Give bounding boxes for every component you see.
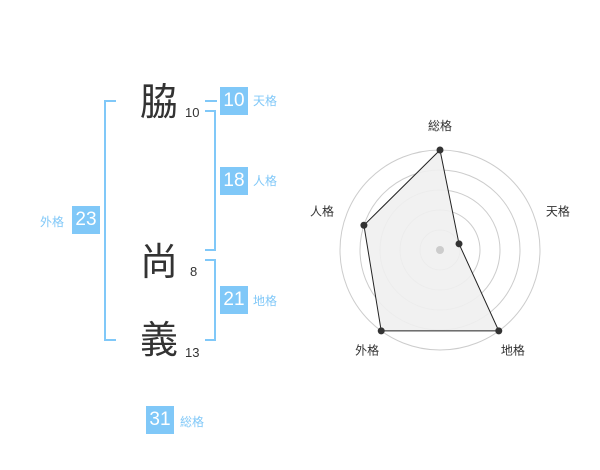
- radar-area: [363, 148, 500, 332]
- tenkaku-label: 天格: [253, 94, 278, 108]
- stroke-count-2: 8: [190, 264, 198, 279]
- soukaku-value: 31: [146, 406, 174, 434]
- jinkaku-bracket: [214, 110, 216, 251]
- radar-center: [436, 246, 444, 254]
- jinkaku-bracket-bottom: [205, 249, 216, 251]
- radar-point: [377, 327, 385, 335]
- radar-axis-label: 総格: [428, 118, 452, 133]
- jinkaku-value: 18: [220, 167, 248, 195]
- gaikaku-bracket: [104, 100, 106, 341]
- radar-point: [436, 146, 444, 154]
- chikaku-bracket: [214, 259, 216, 341]
- radar-axis-label: 人格: [310, 204, 334, 219]
- stroke-count-3: 13: [185, 345, 200, 360]
- chikaku-bracket-top: [205, 259, 216, 261]
- gaikaku-value: 23: [72, 206, 100, 234]
- name-char-1: 脇: [140, 80, 179, 124]
- jinkaku-label: 人格: [253, 174, 278, 188]
- name-char-3: 義: [140, 318, 179, 362]
- jinkaku-bracket-top: [205, 110, 216, 112]
- radar-axis-label: 外格: [355, 342, 379, 357]
- tenkaku-value: 10: [220, 87, 248, 115]
- radar-axis-label: 天格: [546, 204, 570, 219]
- radar-point: [360, 221, 368, 229]
- soukaku-label: 総格: [180, 415, 205, 429]
- stroke-count-1: 10: [185, 105, 200, 120]
- tenkaku-connector: [205, 100, 217, 102]
- chikaku-label: 地格: [253, 294, 278, 308]
- chikaku-bracket-bottom: [205, 339, 216, 341]
- radar-point: [495, 327, 503, 335]
- gaikaku-bracket-bottom: [104, 339, 116, 341]
- radar-axis-label: 地格: [501, 342, 525, 357]
- gaikaku-bracket-top: [104, 100, 116, 102]
- name-char-2: 尚: [140, 240, 179, 284]
- chikaku-value: 21: [220, 286, 248, 314]
- radar-point: [455, 240, 463, 248]
- gaikaku-label: 外格: [40, 215, 65, 229]
